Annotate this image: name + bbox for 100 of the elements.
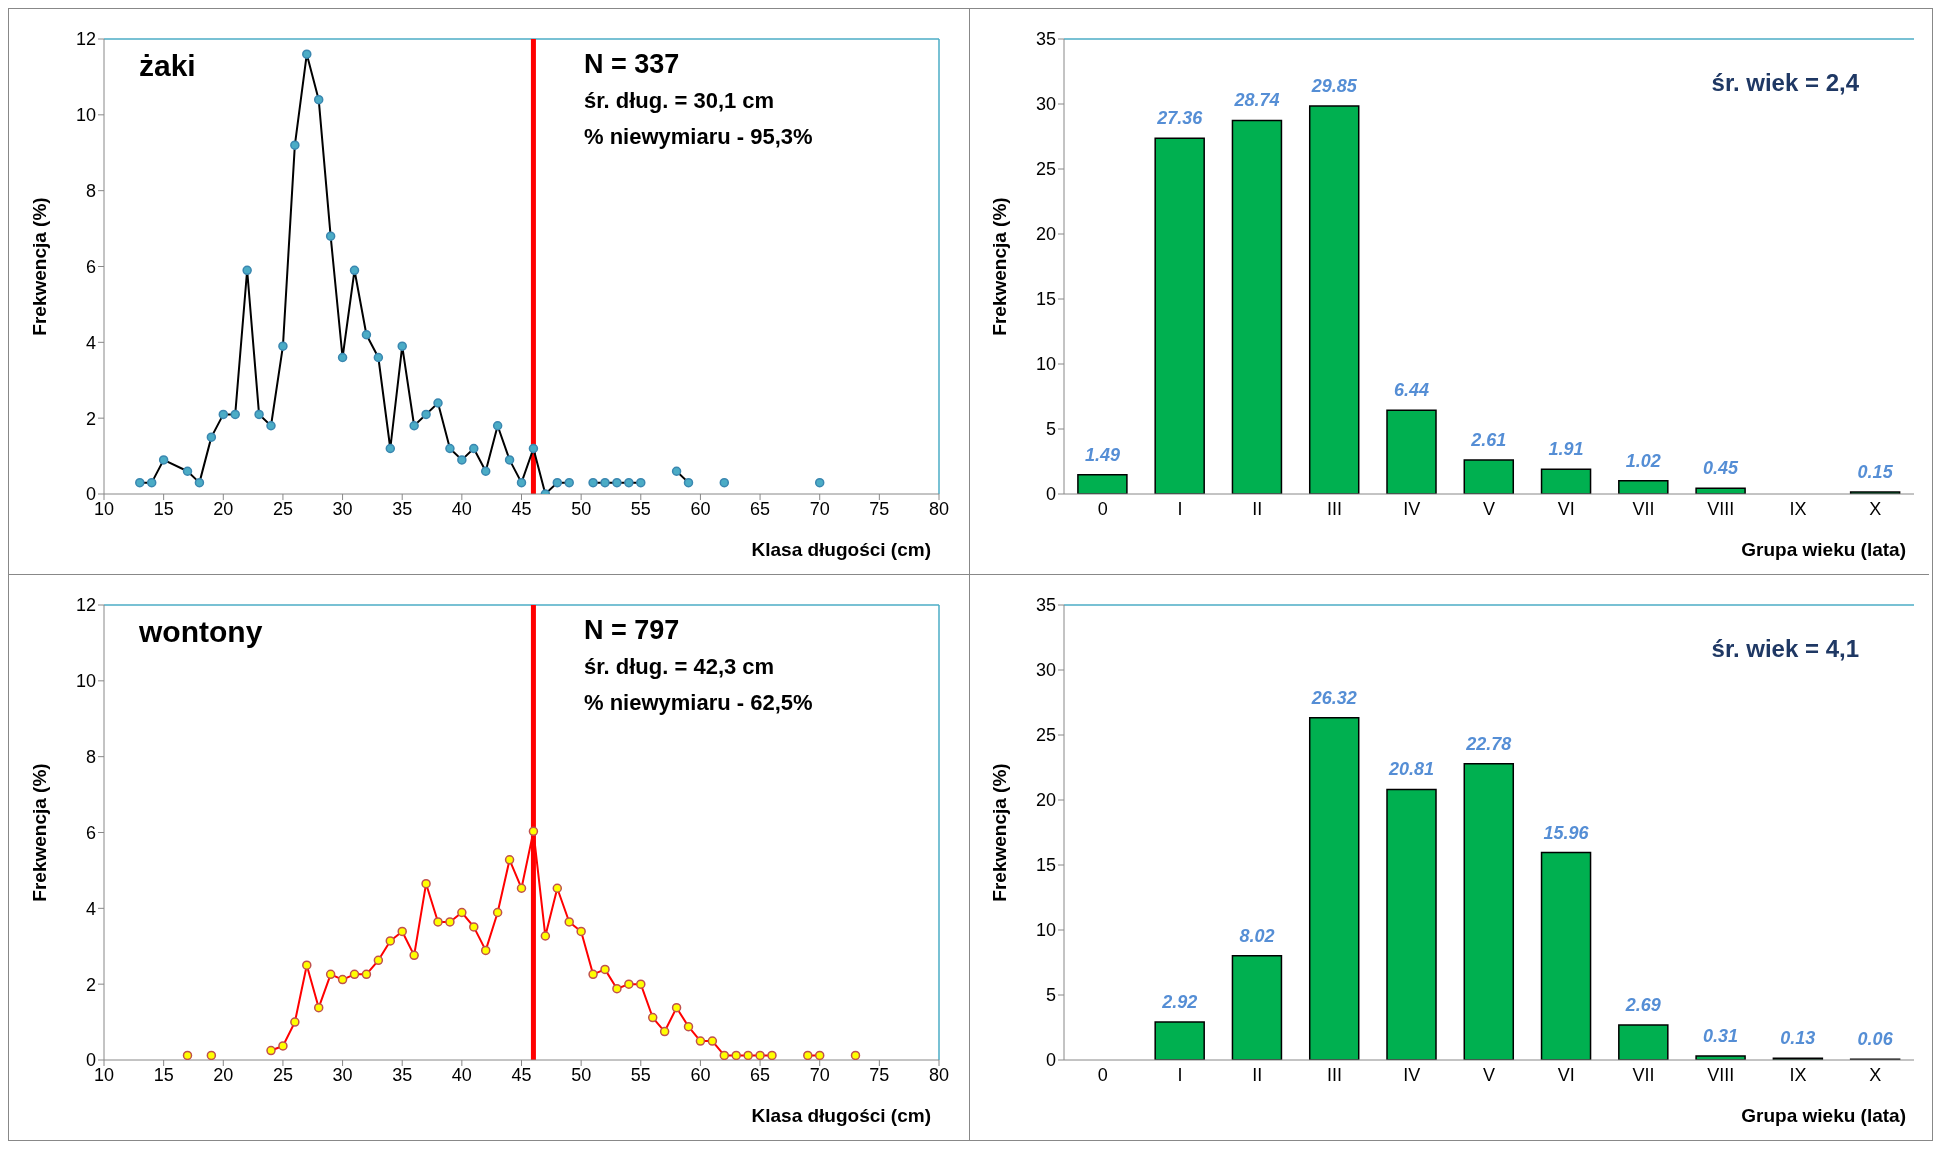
y-tick-label: 12	[75, 29, 96, 50]
annotation: % niewymiaru - 62,5%	[584, 689, 813, 717]
y-tick-label: 0	[85, 484, 96, 505]
x-tick-label: 35	[392, 498, 413, 519]
y-tick-label: 8	[85, 181, 96, 202]
y-tick-label: 10	[75, 105, 96, 126]
data-label: 29.85	[1310, 75, 1358, 96]
x-tick-label: 20	[213, 498, 234, 519]
x-tick-label: II	[1252, 1064, 1263, 1085]
y-tick-label: 35	[1035, 29, 1056, 50]
x-tick-label: 80	[928, 1064, 950, 1085]
y-tick-label: 5	[1045, 985, 1056, 1006]
y-tick-label: 0	[1045, 1050, 1056, 1071]
data-label: 2.92	[1161, 992, 1198, 1013]
x-tick-label: 30	[332, 1064, 353, 1085]
y-tick-label: 20	[1035, 790, 1056, 811]
x-tick-label: VII	[1632, 498, 1655, 519]
y-tick-label: 0	[85, 1050, 96, 1071]
data-label: 1.91	[1548, 439, 1584, 460]
y-axis-title: Frekwencja (%)	[28, 763, 50, 902]
x-tick-label: V	[1482, 1064, 1496, 1085]
data-label: 26.32	[1310, 687, 1357, 708]
x-axis-title: Grupa wieku (lata)	[1741, 539, 1906, 560]
annotation: śr. dług. = 42,3 cm	[584, 653, 776, 681]
x-tick-label: 15	[153, 1064, 174, 1085]
x-tick-label: X	[1869, 1064, 1882, 1085]
x-tick-label: 0	[1097, 498, 1108, 519]
y-tick-label: 2	[85, 408, 96, 429]
x-axis-title: Grupa wieku (lata)	[1741, 1105, 1906, 1126]
data-label: 0.31	[1703, 1025, 1739, 1046]
x-tick-label: V	[1482, 498, 1496, 519]
x-tick-label: IV	[1403, 498, 1421, 519]
data-label: 27.36	[1156, 108, 1204, 129]
data-label: 15.96	[1543, 822, 1590, 843]
x-tick-label: 35	[392, 1064, 413, 1085]
annotation: N = 337	[584, 48, 681, 81]
x-tick-label: 80	[928, 498, 950, 519]
data-label: 20.81	[1387, 759, 1435, 780]
y-tick-label: 25	[1035, 159, 1056, 180]
x-tick-label: 55	[630, 498, 651, 519]
data-label: 0.45	[1703, 458, 1740, 479]
x-tick-label: III	[1326, 498, 1342, 519]
y-tick-label: 30	[1035, 94, 1056, 115]
x-tick-label: 50	[571, 1064, 592, 1085]
y-tick-label: 30	[1035, 660, 1056, 681]
x-tick-label: VIII	[1707, 498, 1735, 519]
annotation: wontony	[139, 615, 263, 649]
y-tick-label: 8	[85, 747, 96, 768]
annotation: śr. wiek = 2,4	[1711, 69, 1859, 97]
data-label: 28.74	[1233, 90, 1280, 111]
x-tick-label: IX	[1789, 498, 1807, 519]
x-tick-label: 25	[272, 498, 293, 519]
y-tick-label: 12	[75, 595, 96, 616]
y-axis-title: Frekwencja (%)	[988, 763, 1010, 902]
x-tick-label: VII	[1632, 1064, 1655, 1085]
x-tick-label: II	[1252, 498, 1263, 519]
x-tick-label: VI	[1557, 498, 1575, 519]
x-tick-label: 65	[750, 498, 771, 519]
x-tick-label: 60	[690, 1064, 711, 1085]
y-tick-label: 10	[75, 671, 96, 692]
data-label: 8.02	[1239, 925, 1275, 946]
x-tick-label: 45	[511, 1064, 532, 1085]
y-tick-label: 20	[1035, 224, 1056, 245]
x-axis-title: Klasa długości (cm)	[751, 1105, 931, 1126]
y-tick-label: 25	[1035, 725, 1056, 746]
y-tick-label: 15	[1035, 855, 1056, 876]
y-tick-label: 10	[1035, 920, 1056, 941]
annotation: N = 797	[584, 614, 681, 647]
x-tick-label: 30	[332, 498, 353, 519]
y-tick-label: 10	[1035, 354, 1056, 375]
x-tick-label: 15	[153, 498, 174, 519]
x-tick-label: IV	[1403, 1064, 1421, 1085]
x-tick-label: VI	[1557, 1064, 1575, 1085]
x-tick-label: 70	[809, 1064, 830, 1085]
x-tick-label: 70	[809, 498, 830, 519]
x-tick-label: 40	[451, 1064, 472, 1085]
data-label: 2.61	[1470, 430, 1507, 451]
annotation: żaki	[139, 49, 196, 83]
x-tick-label: VIII	[1707, 1064, 1735, 1085]
annotation: śr. wiek = 4,1	[1711, 635, 1859, 663]
x-tick-label: 75	[869, 1064, 890, 1085]
data-label: 0.06	[1857, 1029, 1894, 1050]
x-tick-label: I	[1177, 498, 1183, 519]
x-axis-title: Klasa długości (cm)	[751, 539, 931, 560]
x-tick-label: 75	[869, 498, 890, 519]
data-label: 6.44	[1393, 380, 1430, 401]
y-axis-title: Frekwencja (%)	[28, 197, 50, 336]
x-tick-label: 60	[690, 498, 711, 519]
y-tick-label: 2	[85, 974, 96, 995]
y-tick-label: 5	[1045, 419, 1056, 440]
x-tick-label: 45	[511, 498, 532, 519]
x-tick-label: 50	[571, 498, 592, 519]
y-tick-label: 6	[85, 822, 96, 843]
x-tick-label: I	[1177, 1064, 1183, 1085]
data-label: 0.13	[1780, 1028, 1816, 1049]
y-tick-label: 35	[1035, 595, 1056, 616]
x-tick-label: 25	[272, 1064, 293, 1085]
x-tick-label: 20	[213, 1064, 234, 1085]
y-tick-label: 4	[85, 332, 96, 353]
x-tick-label: 55	[630, 1064, 651, 1085]
